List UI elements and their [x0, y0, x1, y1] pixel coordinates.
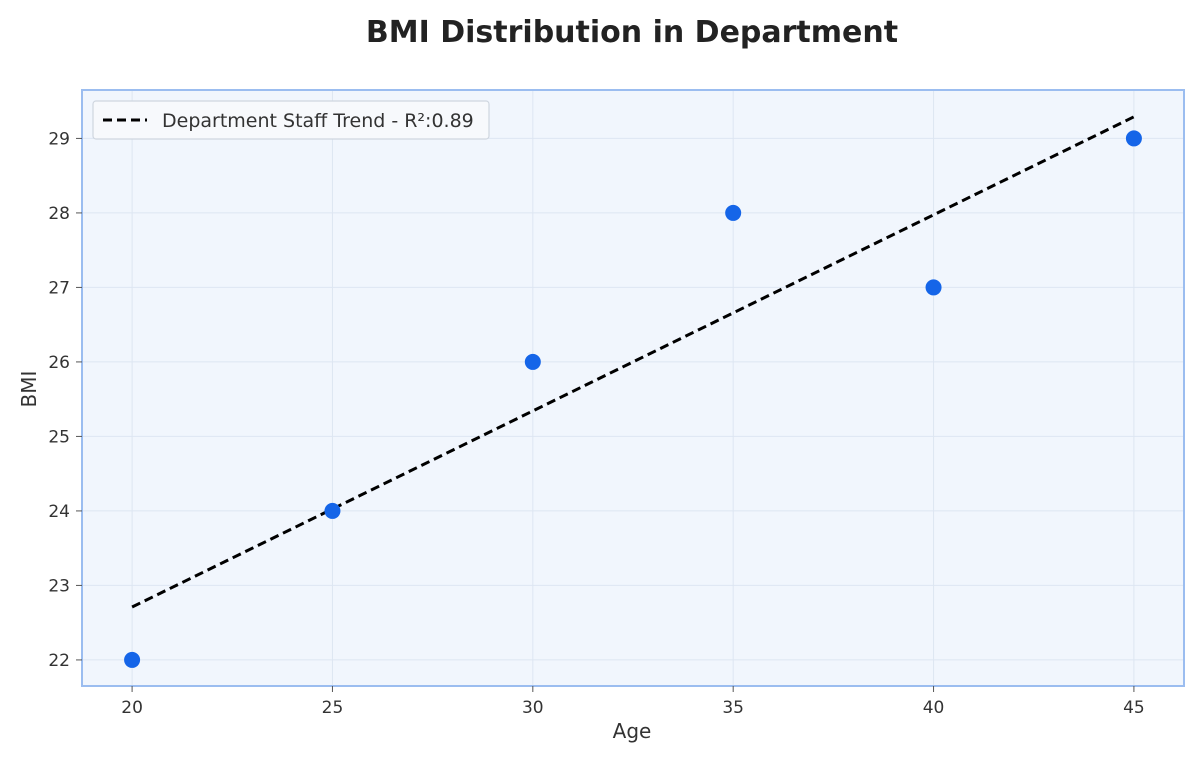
- x-tick-label: 30: [522, 698, 544, 718]
- legend-trend-label: Department Staff Trend - R²:0.89: [162, 110, 474, 132]
- plot-area: [82, 90, 1184, 686]
- data-point: [925, 279, 942, 296]
- y-axis-ticks: 22 23 24 25 26 27 28 29: [48, 129, 82, 671]
- y-tick-label: 24: [48, 502, 70, 522]
- plot-frame: [81, 89, 1185, 687]
- y-tick-label: 28: [48, 204, 70, 224]
- points-layer: [124, 130, 1142, 668]
- x-tick-label: 20: [121, 698, 143, 718]
- x-tick-label: 25: [322, 698, 344, 718]
- trend-line: [131, 115, 1135, 609]
- x-tick-label: 35: [722, 698, 744, 718]
- x-tick-label: 45: [1123, 698, 1145, 718]
- chart-title: BMI Distribution in Department: [366, 15, 898, 50]
- y-tick-label: 29: [48, 129, 70, 149]
- y-tick-label: 22: [48, 651, 70, 671]
- data-point: [124, 651, 141, 668]
- y-tick-label: 23: [48, 576, 70, 596]
- x-axis-label: Age: [613, 719, 652, 743]
- y-axis-label: BMI: [17, 371, 41, 408]
- data-point: [524, 353, 541, 370]
- grid: [82, 90, 1184, 686]
- y-tick-label: 27: [48, 278, 70, 298]
- x-axis-ticks: 20 25 30 35 40 45: [121, 686, 1145, 718]
- y-tick-label: 26: [48, 353, 70, 373]
- data-point: [1125, 130, 1142, 147]
- data-point: [725, 204, 742, 221]
- trend-layer: [131, 115, 1135, 609]
- data-point: [324, 502, 341, 519]
- legend: Department Staff Trend - R²:0.89: [92, 100, 490, 140]
- x-tick-label: 40: [923, 698, 945, 718]
- y-tick-label: 25: [48, 427, 70, 447]
- legend-box: [92, 100, 490, 140]
